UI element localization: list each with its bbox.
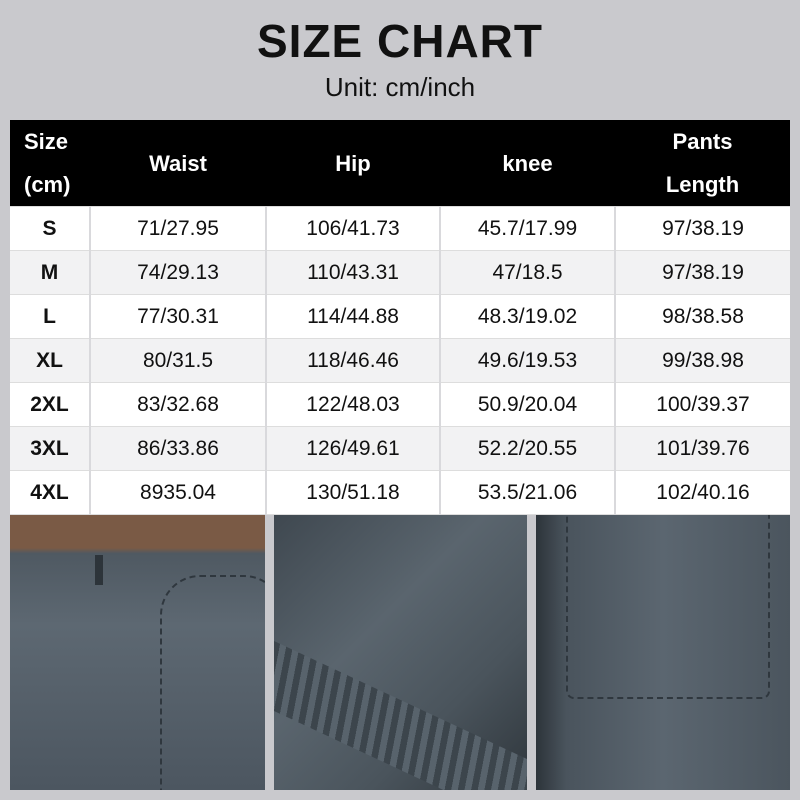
table-row: 4XL 8935.04 130/51.18 53.5/21.06 102/40.16 [10, 470, 790, 515]
header-text: Length [665, 172, 740, 197]
measurement-cell: 8935.04 [89, 470, 266, 515]
measurement-cell: 110/43.31 [265, 250, 440, 295]
measurement-cell: 106/41.73 [265, 206, 440, 251]
size-chart-table: Size (cm) Waist Hip knee Pants Length S 71/… [10, 120, 790, 515]
table-row: L 77/30.31 114/44.88 48.3/19.02 98/38.58 [10, 294, 790, 339]
header-text: (cm) [24, 172, 71, 197]
measurement-cell: 80/31.5 [89, 338, 266, 383]
size-cell: 2XL [10, 382, 90, 427]
measurement-cell: 97/38.19 [614, 250, 790, 295]
header-hip: Hip [266, 120, 440, 207]
waistband-photo [10, 515, 265, 790]
elastic-cuff [274, 641, 527, 790]
table-row: M 74/29.13 110/43.31 47/18.5 97/38.19 [10, 250, 790, 295]
size-cell: 3XL [10, 426, 90, 471]
measurement-cell: 102/40.16 [614, 470, 790, 515]
measurement-cell: 50.9/20.04 [439, 382, 615, 427]
measurement-cell: 126/49.61 [265, 426, 440, 471]
measurement-cell: 114/44.88 [265, 294, 440, 339]
pocket-photo [536, 515, 790, 790]
cuff-photo [274, 515, 527, 790]
size-cell: XL [10, 338, 90, 383]
measurement-cell: 86/33.86 [89, 426, 266, 471]
pocket-stitch [566, 515, 770, 699]
measurement-cell: 48.3/19.02 [439, 294, 615, 339]
header-text: Pants [672, 129, 733, 154]
header-waist: Waist [90, 120, 266, 207]
size-cell: S [10, 206, 90, 251]
measurement-cell: 47/18.5 [439, 250, 615, 295]
measurement-cell: 77/30.31 [89, 294, 266, 339]
belt-loop [95, 555, 103, 585]
header-pants-length: Pants Length [615, 120, 790, 207]
unit-label: Unit: cm/inch [324, 72, 476, 102]
measurement-cell: 45.7/17.99 [439, 206, 615, 251]
header-knee: knee [440, 120, 615, 207]
measurement-cell: 71/27.95 [89, 206, 266, 251]
header-text: Size [24, 129, 69, 154]
pocket-stitch [160, 575, 265, 790]
measurement-cell: 74/29.13 [89, 250, 266, 295]
measurement-cell: 83/32.68 [89, 382, 266, 427]
table-row: 3XL 86/33.86 126/49.61 52.2/20.55 101/39.76 [10, 426, 790, 471]
measurement-cell: 52.2/20.55 [439, 426, 615, 471]
measurement-cell: 118/46.46 [265, 338, 440, 383]
header-row: Size (cm) Waist Hip knee Pants Length [10, 120, 790, 207]
measurement-cell: 98/38.58 [614, 294, 790, 339]
measurement-cell: 122/48.03 [265, 382, 440, 427]
table-row: 2XL 83/32.68 122/48.03 50.9/20.04 100/39.37 [10, 382, 790, 427]
measurement-cell: 53.5/21.06 [439, 470, 615, 515]
measurement-cell: 130/51.18 [265, 470, 440, 515]
page-title: SIZE CHART [257, 15, 543, 67]
table-row: XL 80/31.5 118/46.46 49.6/19.53 99/38.98 [10, 338, 790, 383]
measurement-cell: 100/39.37 [614, 382, 790, 427]
measurement-cell: 99/38.98 [614, 338, 790, 383]
header-size: Size (cm) [10, 120, 90, 207]
table-row: S 71/27.95 106/41.73 45.7/17.99 97/38.19 [10, 206, 790, 251]
size-cell: M [10, 250, 90, 295]
measurement-cell: 101/39.76 [614, 426, 790, 471]
measurement-cell: 97/38.19 [614, 206, 790, 251]
measurement-cell: 49.6/19.53 [439, 338, 615, 383]
size-cell: L [10, 294, 90, 339]
size-cell: 4XL [10, 470, 90, 515]
